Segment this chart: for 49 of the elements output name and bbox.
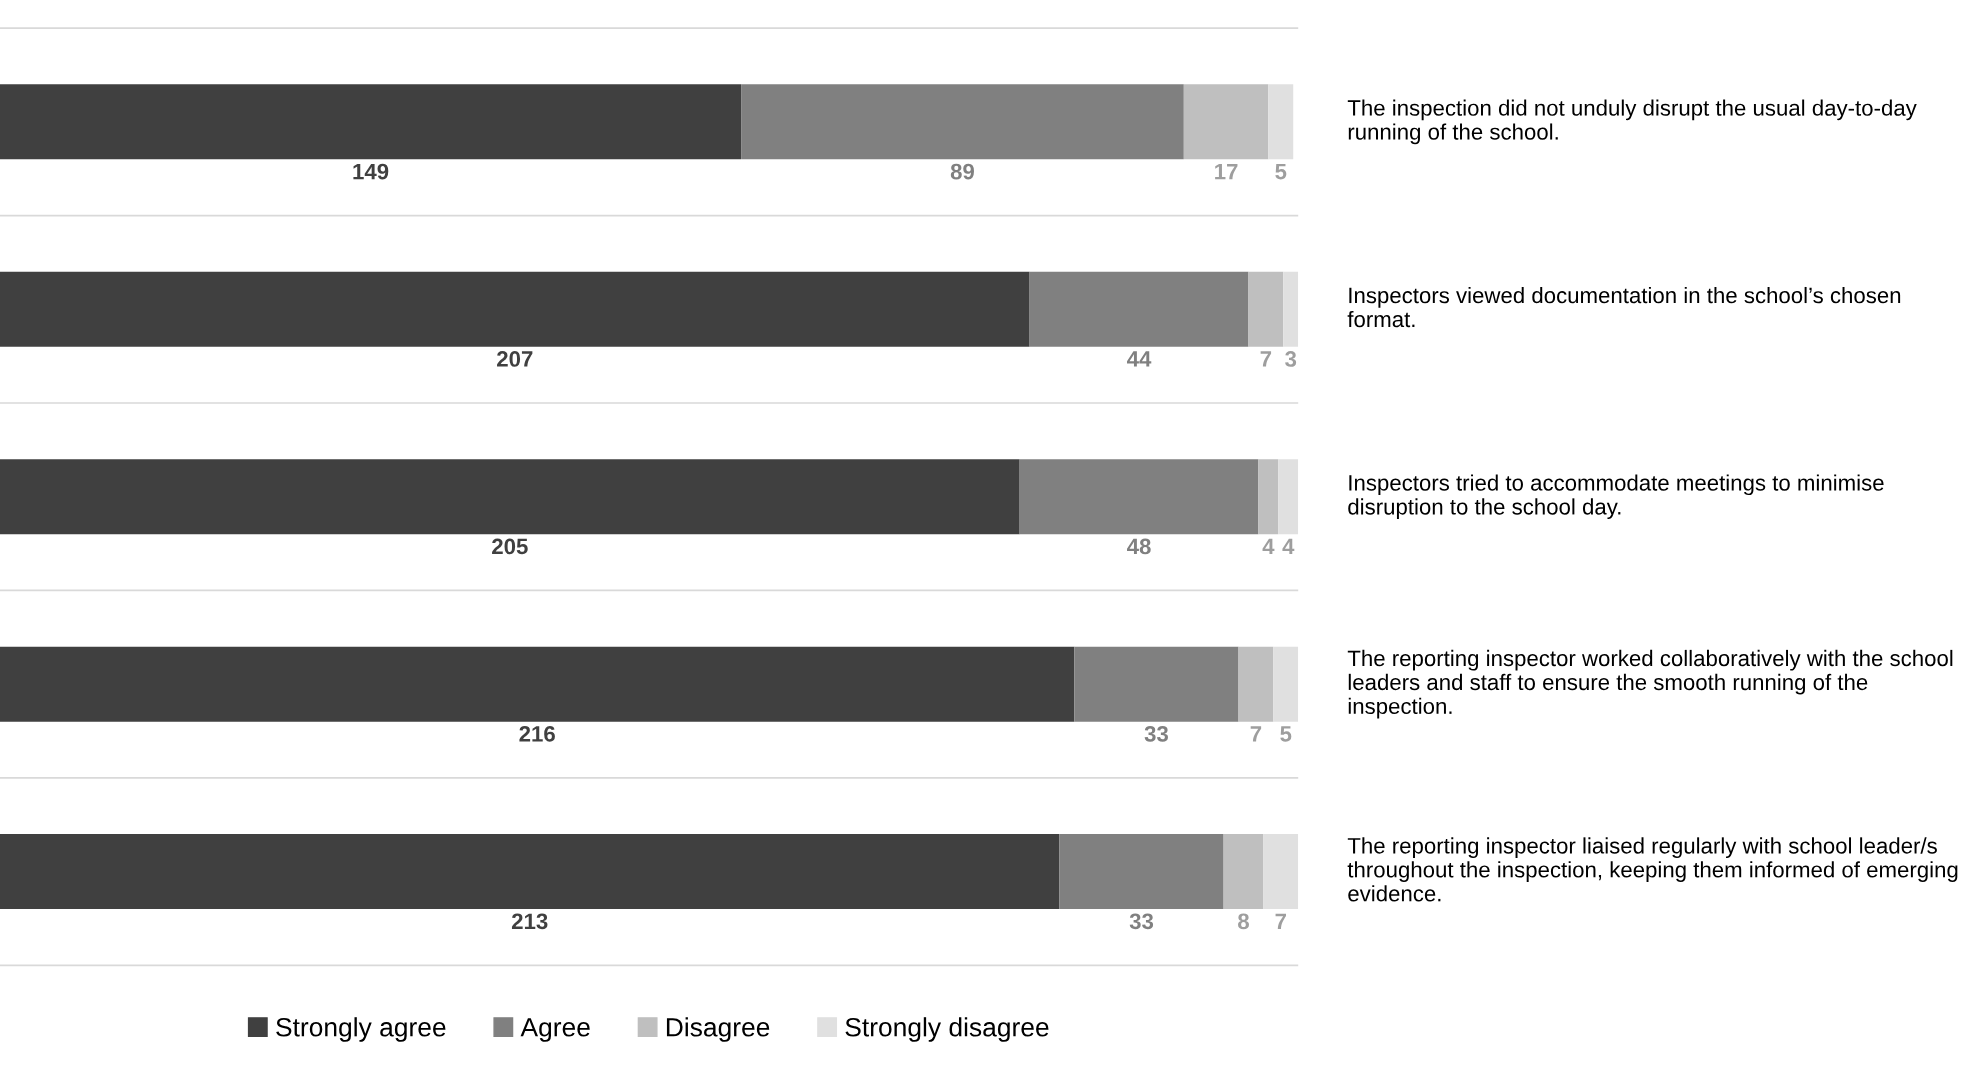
bar (1263, 834, 1299, 910)
legend-label: Strongly agree (276, 1017, 446, 1042)
y-tick-label: The inspection did not unduly disrupt the usual day-to-day running of the school. (1347, 99, 1917, 145)
data-label: 216 (519, 725, 555, 742)
bar (1029, 271, 1249, 347)
data-label: 213 (511, 913, 548, 930)
bar (1238, 646, 1274, 722)
y-tick-label: Inspectors tried to accommodate meetings to minimise disruption to the school day. (1348, 474, 1884, 520)
data-label: 17 (1215, 163, 1238, 180)
bar (1248, 271, 1284, 347)
data-label: 5 (1280, 726, 1292, 742)
data-label: 89 (950, 163, 974, 180)
y-tick-label: The reporting inspector worked collaboratively with the school leaders and staff to ensure the smooth running of the inspection. (1347, 649, 1953, 719)
data-label: 3 (1285, 351, 1297, 367)
bar (0, 84, 742, 160)
bar (1278, 459, 1299, 535)
legend-label: Disagree (666, 1017, 770, 1042)
bar (1258, 459, 1279, 535)
legend-label: Agree (520, 1018, 590, 1042)
y-tick-label: The reporting inspector liaised regularly with school leader/s throughout the inspection, keeping them informed of emerging evidence. (1347, 837, 1958, 902)
bar (741, 84, 1184, 160)
y-tick-label: Inspectors viewed documentation in the school’s chosen format. (1347, 286, 1901, 328)
data-label: 33 (1129, 913, 1154, 930)
data-label: 205 (492, 538, 528, 555)
data-label: 7 (1260, 351, 1272, 367)
bar (1283, 271, 1299, 347)
data-label: 5 (1275, 163, 1287, 180)
data-label: 48 (1127, 538, 1151, 555)
data-label: 207 (497, 351, 533, 367)
bar (0, 646, 1075, 722)
data-label: 149 (353, 163, 389, 180)
bar (0, 459, 1020, 535)
bar (1183, 84, 1269, 160)
data-label: 8 (1238, 913, 1249, 930)
bar (1223, 834, 1264, 910)
data-label: 4 (1282, 538, 1295, 555)
data-label: 4 (1262, 538, 1275, 555)
bar (1273, 646, 1299, 722)
bar (1268, 84, 1294, 160)
bar (0, 271, 1030, 347)
data-label: 44 (1127, 351, 1152, 367)
bar (1019, 459, 1259, 535)
bar (0, 834, 1060, 910)
data-label: 7 (1275, 913, 1286, 929)
legend-label: Strongly disagree (845, 1017, 1049, 1042)
bar (1074, 646, 1239, 722)
bar (1059, 834, 1224, 910)
data-label: 33 (1144, 725, 1168, 742)
data-label: 7 (1250, 726, 1262, 742)
